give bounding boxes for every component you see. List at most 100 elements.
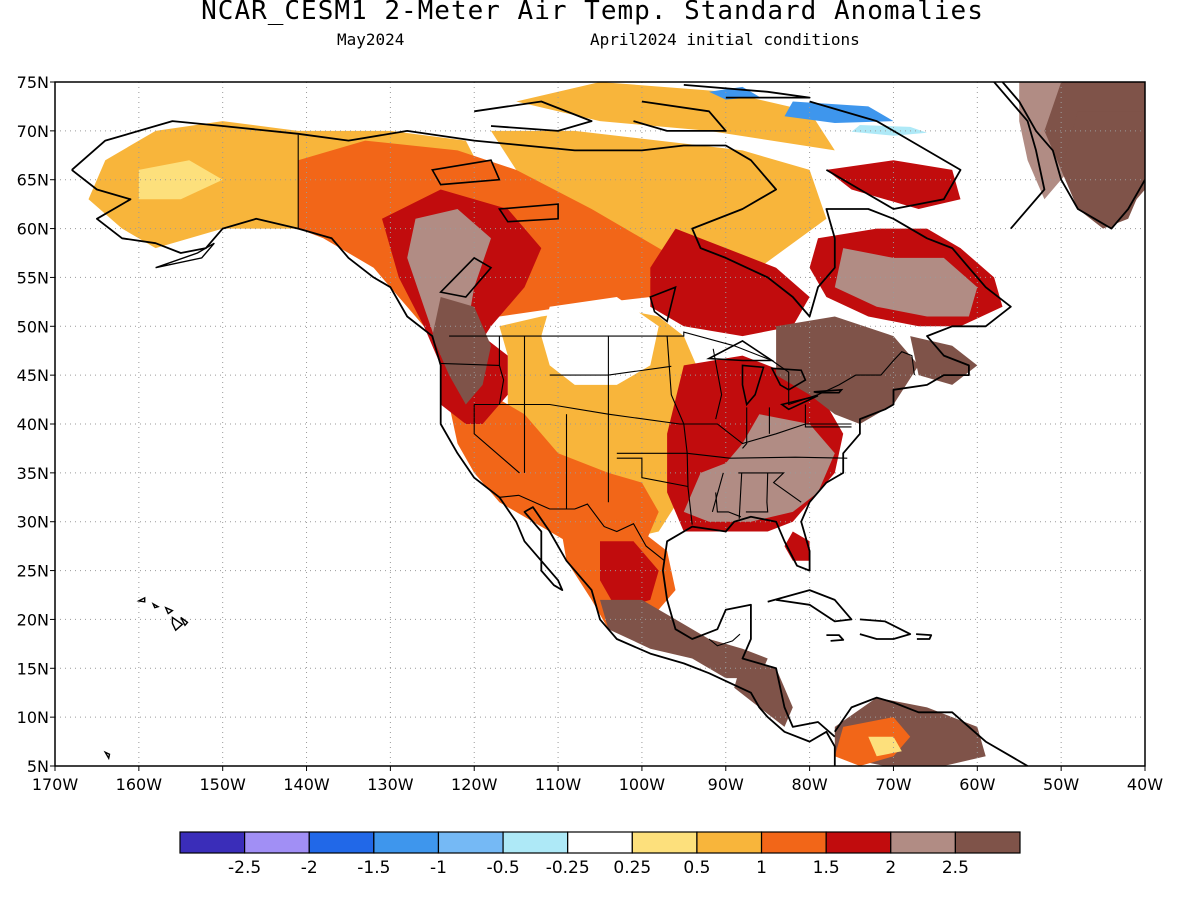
legend-swatch <box>373 831 440 854</box>
political-border <box>666 336 693 525</box>
x-tick-label: 80W <box>792 775 828 794</box>
political-border <box>804 404 852 428</box>
legend-label: -1 <box>430 858 447 878</box>
anomaly-region-mexico-brown <box>600 599 768 679</box>
y-tick-label: 25N <box>17 562 49 581</box>
y-tick-label: 75N <box>17 73 49 92</box>
legend-swatch <box>179 831 246 854</box>
valid-month-label: May2024 <box>337 30 405 49</box>
political-border <box>708 633 741 647</box>
political-border <box>473 404 520 474</box>
legend-label: 1.5 <box>813 858 840 878</box>
anomaly-region-mexico-red <box>600 541 659 610</box>
x-tick-label: 130W <box>367 775 414 794</box>
political-border <box>449 331 915 406</box>
island-outline <box>164 606 174 615</box>
island-outline <box>136 596 146 603</box>
axis-labels-layer: 170W 160W 150W 140W 130W 120W 110W 100W 90W 80W 70… <box>17 73 1164 794</box>
y-tick-label: 15N <box>17 659 49 678</box>
anomaly-region-plains-white <box>541 297 659 385</box>
political-border <box>738 472 743 519</box>
political-border <box>474 403 852 445</box>
legend-label: -2.5 <box>228 858 261 878</box>
anomaly-region-greenland-dark <box>1061 111 1145 229</box>
x-tick-label: 90W <box>708 775 744 794</box>
lake-outline <box>439 256 493 298</box>
y-tick-label: 65N <box>17 171 49 190</box>
political-border <box>499 494 665 562</box>
anomaly-fill-layer <box>88 82 1145 766</box>
legend-label: 0.5 <box>683 858 710 878</box>
x-tick-label: 60W <box>959 775 995 794</box>
y-tick-label: 70N <box>17 122 49 141</box>
y-tick-label: 45N <box>17 366 49 385</box>
lake-outline <box>813 388 844 394</box>
color-legend: -2.5 -2 -1.5 -1 -0.5 -0.25 0.25 0.5 1 1.5 2 2.5 <box>179 831 1021 878</box>
coastline <box>474 100 593 132</box>
coastline <box>71 169 836 766</box>
coastline <box>767 589 853 623</box>
island-outline <box>155 242 215 269</box>
legend-swatch <box>890 831 956 854</box>
political-border <box>715 492 742 518</box>
coastline <box>683 84 811 99</box>
political-border <box>549 365 672 376</box>
coastline <box>993 82 1046 230</box>
coastline <box>916 633 933 640</box>
x-tick-label: 160W <box>116 775 163 794</box>
lake-outline <box>770 367 807 391</box>
island-outline <box>103 750 111 761</box>
anomaly-region-quebec-core <box>834 248 978 317</box>
political-border <box>616 457 689 488</box>
legend-label: 2.5 <box>942 858 969 878</box>
coastline <box>633 100 727 132</box>
lake-outline <box>497 203 559 223</box>
coastline <box>859 618 912 640</box>
legend-swatch <box>696 831 763 854</box>
x-tick-label: 140W <box>283 775 330 794</box>
y-tick-label: 40N <box>17 415 49 434</box>
legend-swatch <box>760 831 827 854</box>
y-tick-label: 30N <box>17 513 49 532</box>
legend-label: -1.5 <box>357 858 390 878</box>
anomaly-region-arctic-lightblue <box>851 125 927 136</box>
political-border <box>742 407 748 449</box>
legend-swatch <box>567 831 633 854</box>
legend-swatch <box>954 831 1021 854</box>
map-title: NCAR_CESM1 2-Meter Air Temp. Standard An… <box>201 0 984 26</box>
y-tick-label: 50N <box>17 317 49 336</box>
x-tick-label: 110W <box>535 775 582 794</box>
legend-label: -2 <box>301 858 318 878</box>
coastline <box>71 120 1012 738</box>
lake-outline <box>431 159 501 186</box>
coastline <box>834 696 1029 766</box>
legend-swatch <box>631 831 698 854</box>
y-tick-label: 10N <box>17 708 49 727</box>
political-border <box>498 336 505 405</box>
coastline <box>826 634 845 642</box>
legend-label: -0.5 <box>486 858 519 878</box>
coastline-layer <box>71 82 1145 766</box>
coastline <box>809 100 962 210</box>
y-tick-label: 5N <box>27 757 49 776</box>
y-tick-label: 35N <box>17 464 49 483</box>
island-outline <box>180 616 189 627</box>
anomaly-region-central-america <box>734 658 793 727</box>
anomaly-region-nw-brown <box>432 297 491 405</box>
anomaly-region-hudson-west <box>650 228 810 337</box>
lake-outline <box>649 285 677 323</box>
legend-swatch <box>244 831 310 854</box>
island-outline <box>151 602 160 609</box>
island-outline <box>171 616 184 632</box>
y-tick-label: 60N <box>17 220 49 239</box>
y-tick-label: 55N <box>17 268 49 287</box>
anomaly-region-arctic-islands <box>516 82 835 151</box>
x-tick-label: 120W <box>451 775 498 794</box>
political-border <box>616 452 848 459</box>
anomaly-region-s-america-yellow <box>868 736 902 757</box>
political-border <box>738 472 802 503</box>
political-border <box>712 348 723 420</box>
x-tick-label: 50W <box>1043 775 1079 794</box>
x-tick-label: 40W <box>1127 775 1163 794</box>
